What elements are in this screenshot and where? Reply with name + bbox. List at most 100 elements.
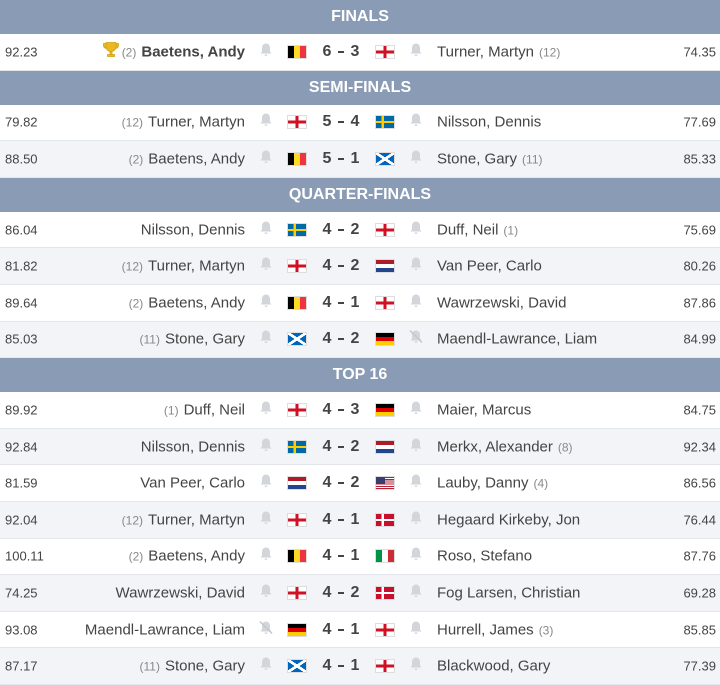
away-average: 74.35 [683, 44, 716, 60]
notify-bell[interactable] [258, 619, 274, 640]
notify-bell[interactable] [258, 582, 274, 603]
away-average: 87.86 [683, 295, 716, 311]
away-average: 77.39 [683, 658, 716, 674]
home-player[interactable]: (2) Baetens, Andy [129, 294, 245, 311]
notify-bell[interactable] [408, 41, 424, 62]
away-player[interactable]: Wawrzewski, David [437, 294, 566, 311]
home-player[interactable]: (1) Duff, Neil [164, 401, 245, 418]
notify-bell[interactable] [408, 436, 424, 457]
away-player[interactable]: Hegaard Kirkeby, Jon [437, 511, 580, 528]
away-player[interactable]: Nilsson, Dennis [437, 114, 541, 131]
notify-bell[interactable] [258, 329, 274, 350]
home-score: 5 [322, 149, 332, 167]
match-row[interactable]: 86.04 Nilsson, Dennis 4 2 Duff, Neil (1) 75.69 [0, 212, 720, 249]
notify-bell[interactable] [408, 509, 424, 530]
home-name: Baetens, Andy [148, 294, 245, 312]
home-player[interactable]: Wawrzewski, David [116, 584, 245, 601]
notify-bell[interactable] [408, 399, 424, 420]
home-player[interactable]: (11) Stone, Gary [140, 331, 246, 348]
match-row[interactable]: 88.50 (2) Baetens, Andy 5 1 Stone, Gary (11) 85… [0, 141, 720, 178]
home-player[interactable]: (12) Turner, Martyn [122, 114, 245, 131]
home-score: 4 [322, 437, 332, 455]
home-player[interactable]: (12) Turner, Martyn [122, 258, 245, 275]
away-player[interactable]: Duff, Neil (1) [437, 221, 518, 238]
notify-bell[interactable] [408, 329, 424, 350]
notify-bell[interactable] [258, 473, 274, 494]
away-name: Maendl-Lawrance, Liam [437, 330, 598, 348]
away-player[interactable]: Lauby, Danny (4) [437, 475, 548, 492]
notify-bell[interactable] [258, 219, 274, 240]
score-separator [338, 445, 344, 448]
home-seed: (12) [121, 513, 144, 528]
home-average: 85.03 [5, 331, 38, 347]
away-player[interactable]: Stone, Gary (11) [437, 150, 543, 167]
home-score: 4 [322, 510, 332, 528]
notify-bell[interactable] [408, 656, 424, 677]
home-player[interactable]: Nilsson, Dennis [141, 221, 245, 238]
notify-bell[interactable] [408, 582, 424, 603]
home-average: 74.25 [5, 585, 38, 601]
notify-bell[interactable] [258, 292, 274, 313]
away-player[interactable]: Van Peer, Carlo [437, 258, 542, 275]
away-player[interactable]: Turner, Martyn (12) [437, 43, 560, 60]
match-row[interactable]: 85.03 (11) Stone, Gary 4 2 Maendl-Lawrance, L… [0, 321, 720, 359]
notify-bell[interactable] [258, 656, 274, 677]
home-name: Nilsson, Dennis [140, 221, 245, 239]
home-player[interactable]: (2) Baetens, Andy [129, 150, 245, 167]
home-player[interactable]: (12) Turner, Martyn [122, 511, 245, 528]
away-player[interactable]: Hurrell, James (3) [437, 621, 553, 638]
notify-bell[interactable] [258, 436, 274, 457]
notify-bell[interactable] [408, 256, 424, 277]
away-player[interactable]: Roso, Stefano [437, 548, 532, 565]
notify-bell[interactable] [408, 219, 424, 240]
away-flag [375, 115, 395, 130]
notify-bell[interactable] [258, 148, 274, 169]
notify-bell[interactable] [258, 41, 274, 62]
away-seed: (8) [557, 440, 573, 455]
notify-bell[interactable] [258, 256, 274, 277]
match-row[interactable]: 100.11 (2) Baetens, Andy 4 1 Roso, Stefano 87.… [0, 539, 720, 576]
notify-bell[interactable] [258, 509, 274, 530]
away-player[interactable]: Maier, Marcus [437, 401, 531, 418]
match-row[interactable]: 74.25 Wawrzewski, David 4 2 Fog Larsen, Chri… [0, 575, 720, 612]
home-player[interactable]: (2) Baetens, Andy [122, 43, 245, 60]
notify-bell[interactable] [258, 399, 274, 420]
home-average: 92.84 [5, 439, 38, 455]
away-average: 80.26 [683, 258, 716, 274]
away-flag [375, 512, 395, 527]
match-row[interactable]: 81.59 Van Peer, Carlo 4 2 Lauby, Danny (4) 86.… [0, 465, 720, 502]
notify-bell[interactable] [408, 546, 424, 567]
home-flag [287, 259, 307, 274]
match-row[interactable]: 93.08 Maendl-Lawrance, Liam 4 1 Hurrell, Jam… [0, 612, 720, 649]
away-flag [375, 659, 395, 674]
home-seed: (11) [139, 659, 160, 674]
home-player[interactable]: Nilsson, Dennis [141, 438, 245, 455]
away-score: 2 [350, 257, 360, 275]
notify-bell[interactable] [408, 619, 424, 640]
home-score: 5 [322, 113, 332, 131]
match-row[interactable]: 92.04 (12) Turner, Martyn 4 1 Hegaard Kirkeby… [0, 501, 720, 539]
home-player[interactable]: (2) Baetens, Andy [129, 548, 245, 565]
score-separator [338, 228, 344, 231]
away-player[interactable]: Maendl-Lawrance, Liam [437, 331, 597, 348]
match-row[interactable]: 92.23 (2) Baetens, Andy 6 3 Turner, Martyn (12… [0, 34, 720, 71]
home-player[interactable]: (11) Stone, Gary [140, 658, 246, 675]
away-player[interactable]: Merkx, Alexander (8) [437, 438, 573, 455]
match-row[interactable]: 79.82 (12) Turner, Martyn 5 4 Nilsson, Dennis… [0, 105, 720, 142]
away-player[interactable]: Fog Larsen, Christian [437, 584, 580, 601]
notify-bell[interactable] [408, 473, 424, 494]
home-player[interactable]: Maendl-Lawrance, Liam [85, 621, 245, 638]
match-row[interactable]: 92.84 Nilsson, Dennis 4 2 Merkx, Alexander (8… [0, 428, 720, 466]
home-player[interactable]: Van Peer, Carlo [140, 475, 245, 492]
notify-bell[interactable] [408, 112, 424, 133]
notify-bell[interactable] [258, 112, 274, 133]
notify-bell[interactable] [258, 546, 274, 567]
match-row[interactable]: 81.82 (12) Turner, Martyn 4 2 Van Peer, Carlo… [0, 248, 720, 285]
notify-bell[interactable] [408, 148, 424, 169]
notify-bell[interactable] [408, 292, 424, 313]
match-row[interactable]: 89.92 (1) Duff, Neil 4 3 Maier, Marcus 84.75 [0, 392, 720, 429]
match-row[interactable]: 87.17 (11) Stone, Gary 4 1 Blackwood, Gary 77.… [0, 648, 720, 685]
away-player[interactable]: Blackwood, Gary [437, 658, 550, 675]
away-average: 76.44 [683, 512, 716, 528]
match-row[interactable]: 89.64 (2) Baetens, Andy 4 1 Wawrzewski, David… [0, 285, 720, 322]
